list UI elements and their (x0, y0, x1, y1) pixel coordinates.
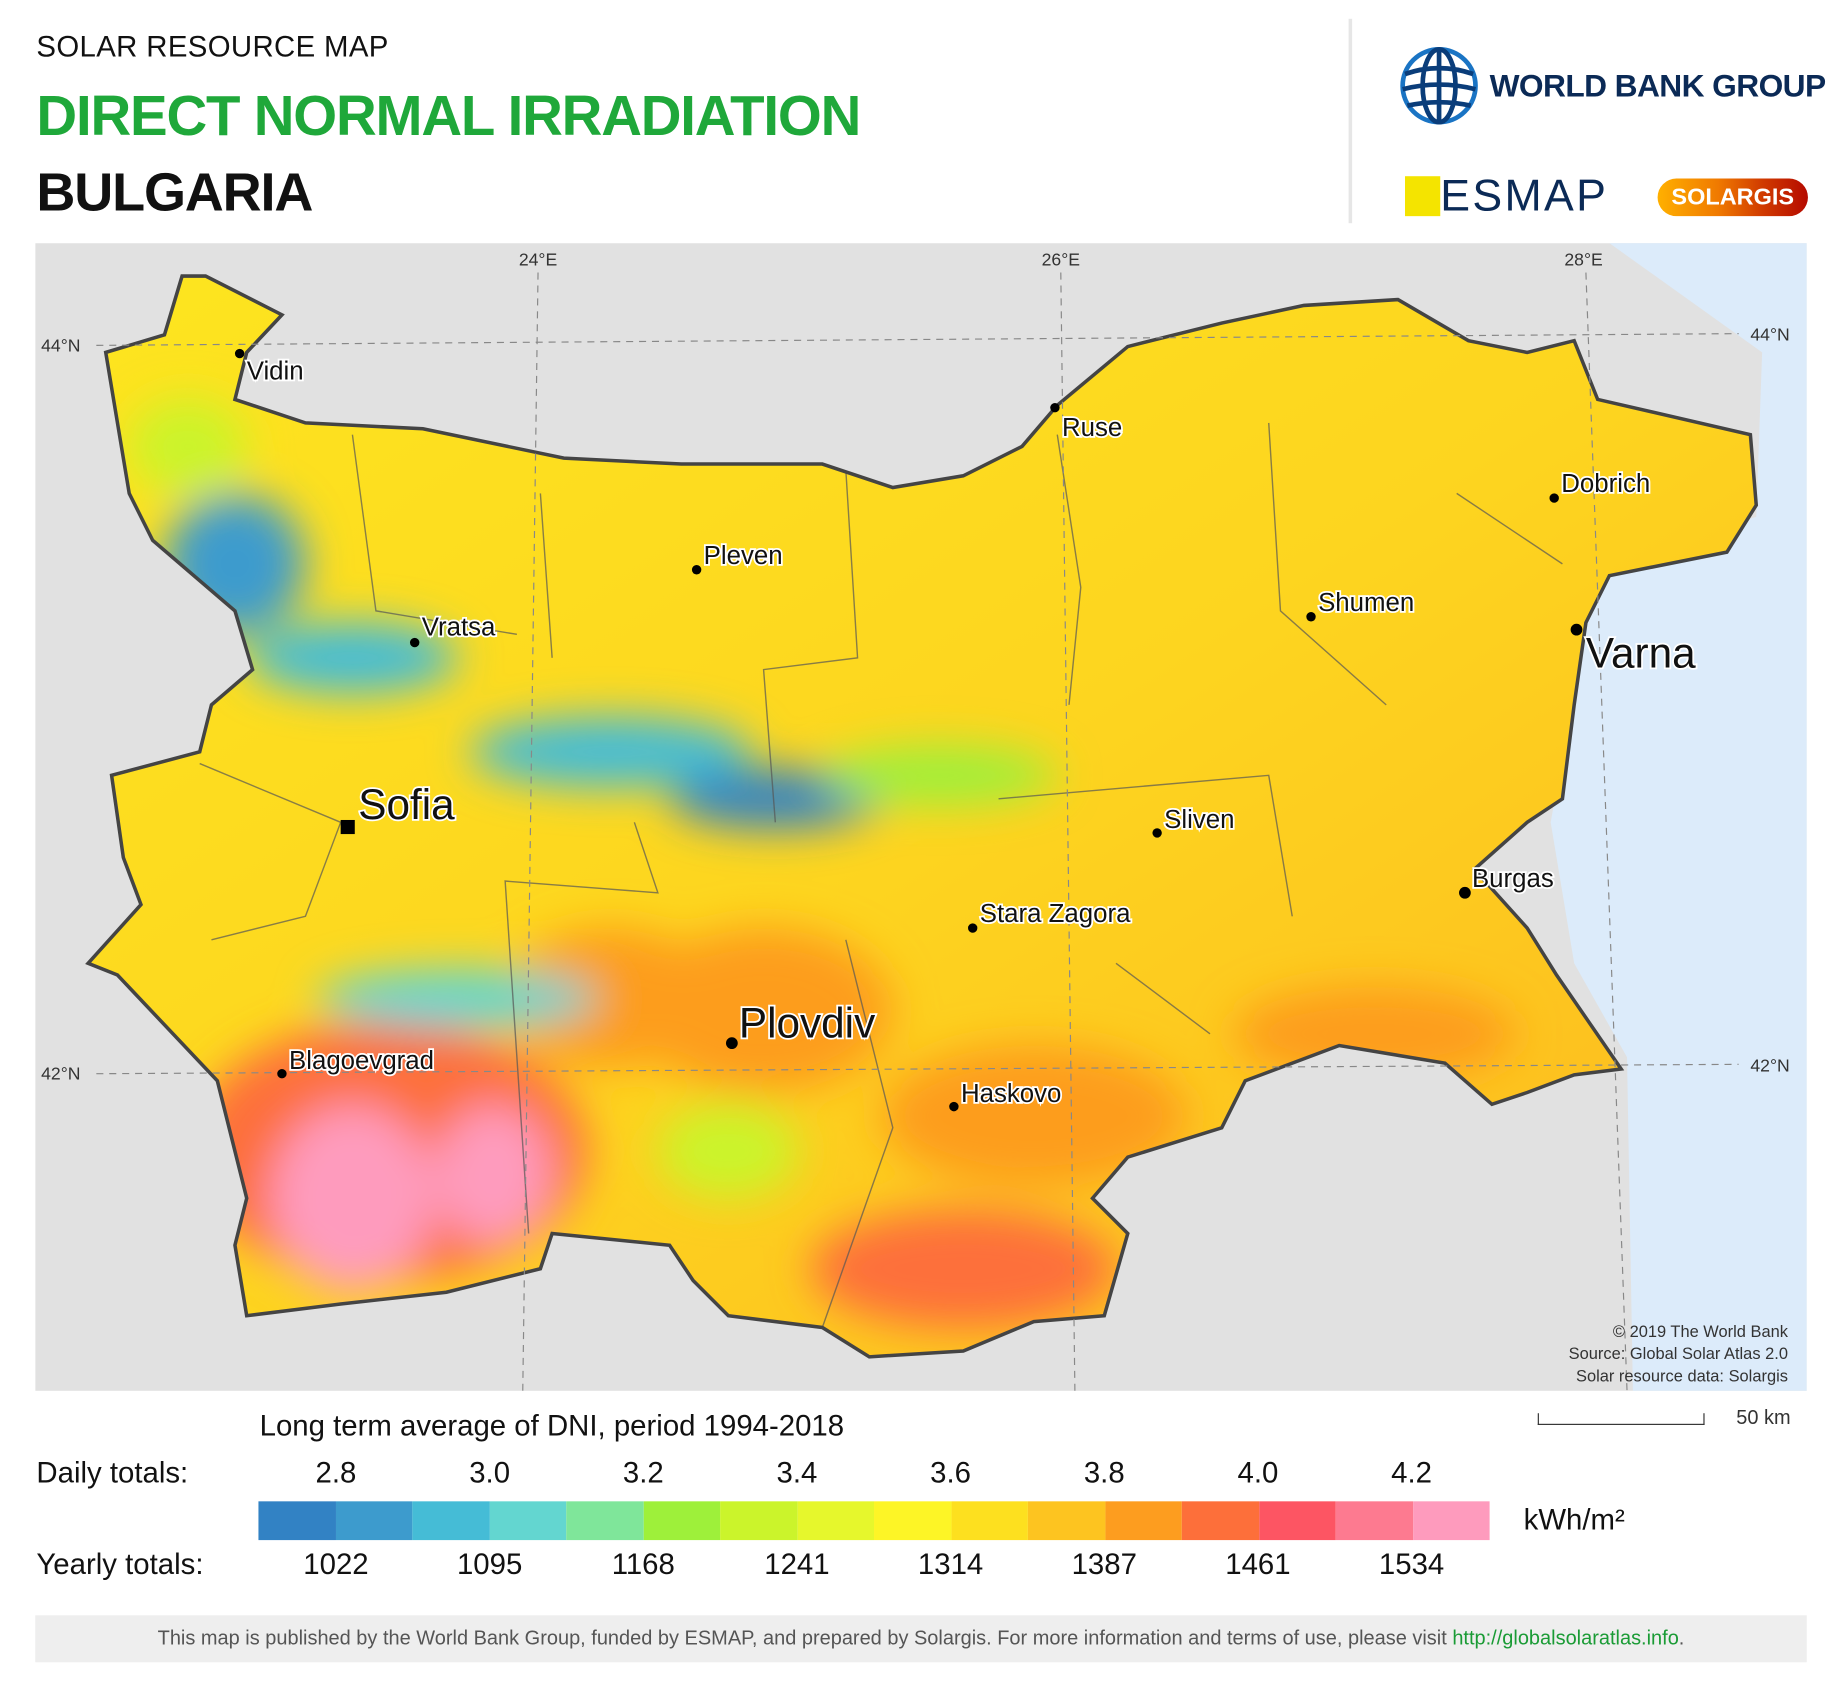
yearly-tick-label: 1461 (1225, 1548, 1291, 1582)
color-swatch (1104, 1501, 1182, 1541)
footer-text: This map is published by the World Bank … (157, 1627, 1453, 1650)
city-label-pleven: Pleven (704, 542, 783, 570)
daily-tick-label: 3.6 (930, 1456, 972, 1490)
scale-label: 50 km (1736, 1406, 1791, 1429)
yearly-tick-label: 1534 (1378, 1548, 1445, 1582)
latitude-label: 42°N (1750, 1055, 1789, 1075)
yearly-tick-label: 1314 (917, 1548, 984, 1582)
daily-totals-label: Daily totals: (36, 1456, 189, 1490)
city-markers (234, 348, 1583, 1112)
color-swatch (874, 1501, 951, 1541)
copyright-credit: © 2019 The World Bank (1613, 1323, 1789, 1341)
yearly-tick-label: 1387 (1071, 1548, 1137, 1582)
color-swatch (797, 1501, 875, 1541)
header-divider (1348, 18, 1353, 224)
yearly-tick-label: 1241 (764, 1548, 830, 1582)
color-swatch (1027, 1501, 1105, 1541)
yearly-totals-label: Yearly totals: (36, 1548, 204, 1582)
color-swatch (566, 1501, 644, 1541)
world-bank-logo: WORLD BANK GROUP (1398, 45, 1826, 127)
esmap-wordmark: ESMAP (1440, 171, 1609, 221)
country-name: BULGARIA (36, 160, 313, 223)
daily-tick-label: 3.2 (622, 1456, 664, 1490)
color-swatch (412, 1501, 490, 1541)
latitude-label: 44°N (1750, 325, 1789, 345)
black-sea (1550, 243, 1807, 1391)
city-label-stara-zagora: Stara Zagora (980, 900, 1131, 928)
globe-icon (1400, 46, 1478, 125)
color-swatch (720, 1501, 798, 1541)
daily-tick-label: 4.0 (1237, 1456, 1279, 1490)
city-label-sofia: Sofia (358, 781, 455, 828)
footer-end: . (1678, 1627, 1685, 1650)
color-swatch (1412, 1501, 1490, 1541)
yearly-tick-label: 1095 (456, 1548, 523, 1582)
daily-tick-label: 3.0 (469, 1456, 511, 1490)
unit-label: kWh/m² (1523, 1503, 1625, 1537)
latitude-label: 44°N (41, 335, 80, 355)
solargis-logo: SOLARGIS (1657, 178, 1808, 217)
city-label-dobrich: Dobrich (1561, 470, 1650, 498)
map-kicker: SOLAR RESOURCE MAP (36, 30, 389, 64)
city-label-varna: Varna (1586, 629, 1696, 676)
footer-note: This map is published by the World Bank … (35, 1615, 1807, 1663)
world-bank-wordmark: WORLD BANK GROUP (1489, 67, 1827, 103)
city-label-sliven: Sliven (1164, 806, 1234, 834)
source-credit: Source: Global Solar Atlas 2.0 (1569, 1345, 1788, 1363)
longitude-label: 26°E (1042, 249, 1080, 269)
city-label-haskovo: Haskovo (961, 1080, 1062, 1108)
color-swatch (258, 1501, 336, 1541)
color-swatch (643, 1501, 721, 1541)
color-swatch (1181, 1501, 1259, 1541)
daily-tick-label: 2.8 (315, 1456, 357, 1490)
city-label-vidin: Vidin (247, 357, 304, 385)
longitude-label: 28°E (1564, 249, 1602, 269)
city-label-vratsa: Vratsa (422, 614, 496, 642)
yearly-tick-label: 1022 (303, 1548, 369, 1582)
city-label-ruse: Ruse (1062, 414, 1122, 442)
latitude-label: 42°N (41, 1064, 80, 1084)
city-label-blagoevgrad: Blagoevgrad (289, 1047, 434, 1075)
esmap-sun-icon (1405, 176, 1441, 217)
dni-map: 24°E 26°E 28°E 44°N 44°N 42°N 42°N Vidin… (35, 243, 1807, 1391)
longitude-label: 24°E (519, 249, 557, 269)
daily-tick-label: 3.4 (776, 1456, 818, 1490)
legend-title: Long term average of DNI, period 1994-20… (259, 1409, 845, 1443)
city-label-plovdiv: Plovdiv (739, 999, 875, 1046)
daily-tick-label: 3.8 (1083, 1456, 1125, 1490)
city-label-burgas: Burgas (1472, 865, 1554, 893)
yearly-tick-label: 1168 (611, 1548, 675, 1582)
color-scale-bar (258, 1501, 1490, 1541)
city-label-shumen: Shumen (1318, 589, 1414, 617)
data-credit: Solar resource data: Solargis (1576, 1368, 1788, 1386)
daily-tick-label: 4.2 (1391, 1456, 1432, 1490)
color-swatch (950, 1501, 1028, 1541)
graticule (96, 272, 1739, 1391)
map-title: DIRECT NORMAL IRRADIATION (36, 85, 861, 149)
color-swatch (1335, 1501, 1413, 1541)
esmap-logo: ESMAP (1405, 171, 1609, 221)
scale-bar (1537, 1413, 1705, 1425)
color-swatch (335, 1501, 413, 1541)
color-swatch (489, 1501, 567, 1541)
atlas-link[interactable]: http://globalsolaratlas.info (1452, 1627, 1679, 1650)
color-swatch (1258, 1501, 1336, 1541)
